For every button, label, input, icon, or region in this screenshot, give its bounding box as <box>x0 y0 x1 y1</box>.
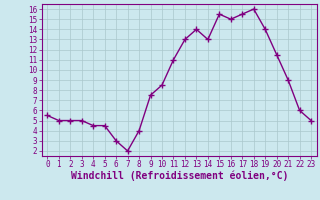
X-axis label: Windchill (Refroidissement éolien,°C): Windchill (Refroidissement éolien,°C) <box>70 171 288 181</box>
